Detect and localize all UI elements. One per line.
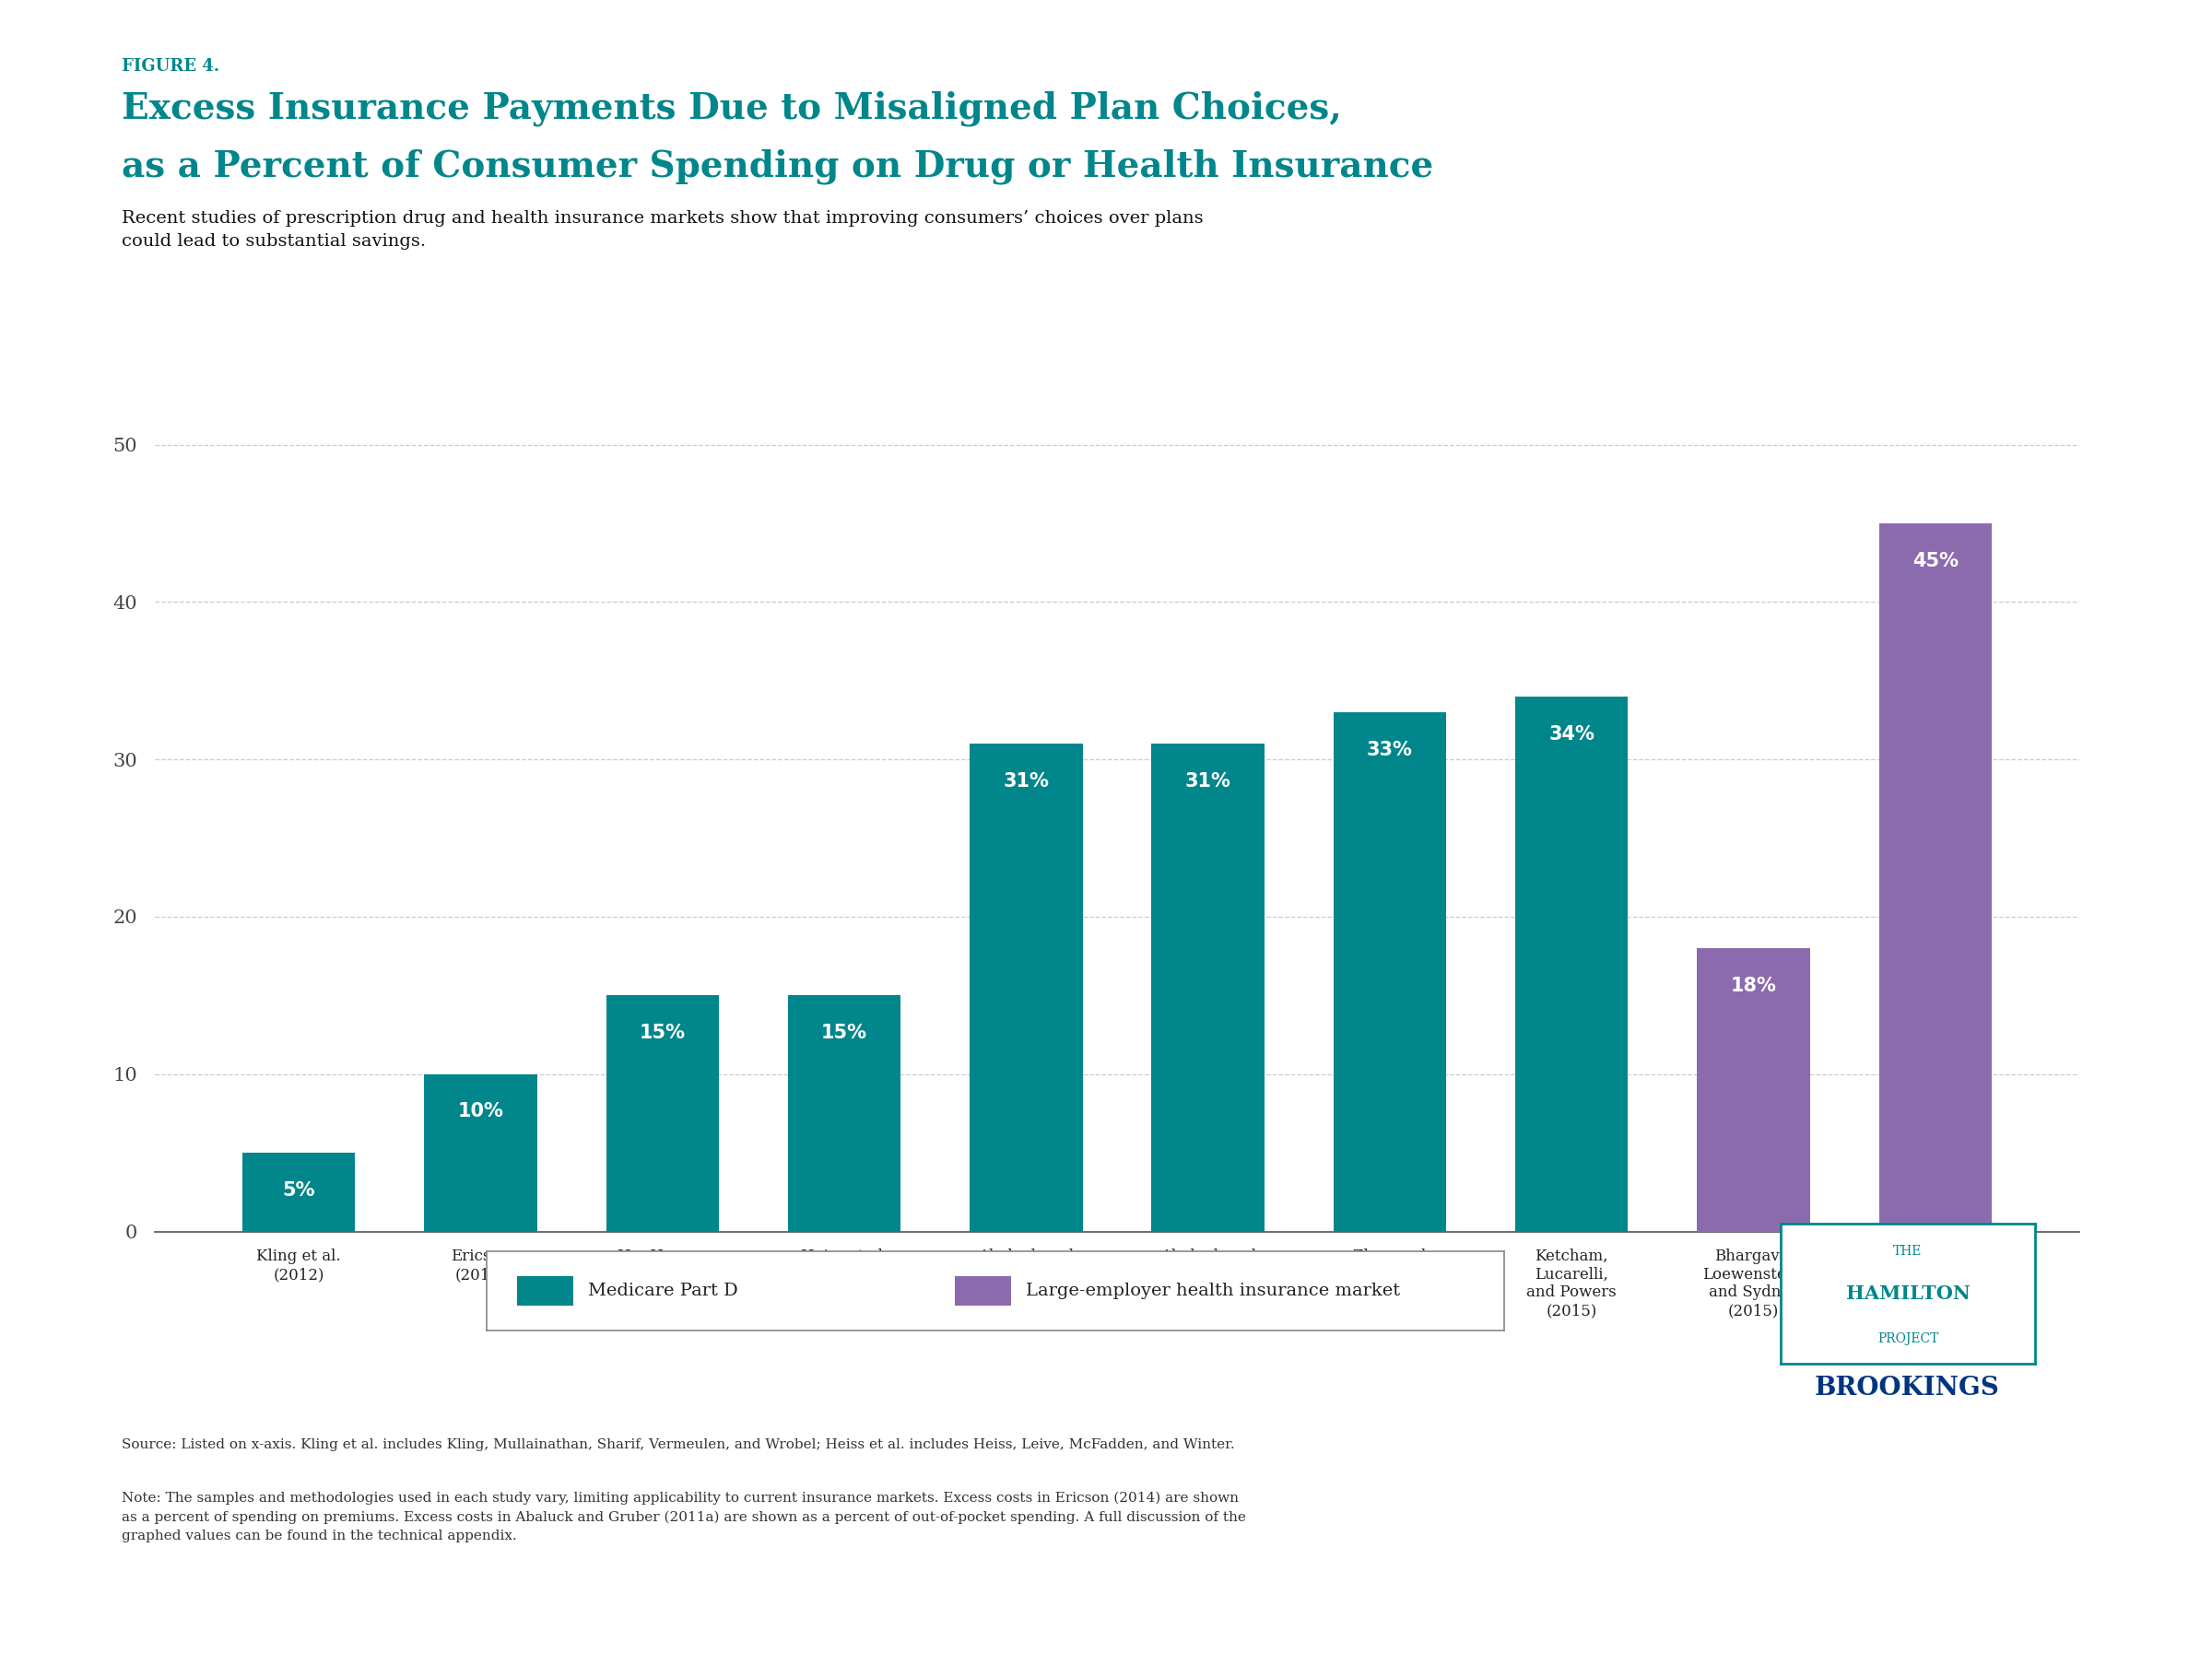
Text: 34%: 34% bbox=[1548, 724, 1595, 744]
Text: 31%: 31% bbox=[1004, 772, 1048, 790]
Text: Note: The samples and methodologies used in each study vary, limiting applicabil: Note: The samples and methodologies used… bbox=[122, 1491, 1245, 1542]
Text: 18%: 18% bbox=[1730, 977, 1776, 995]
Text: Recent studies of prescription drug and health insurance markets show that impro: Recent studies of prescription drug and … bbox=[122, 210, 1203, 250]
Text: 45%: 45% bbox=[1913, 552, 1958, 570]
Text: HAMILTON: HAMILTON bbox=[1845, 1284, 1971, 1303]
Text: 33%: 33% bbox=[1367, 741, 1413, 759]
Bar bbox=[606, 995, 719, 1231]
Text: BROOKINGS: BROOKINGS bbox=[1814, 1375, 2000, 1400]
Bar bbox=[1152, 744, 1265, 1231]
Bar bbox=[1334, 712, 1447, 1231]
Bar bbox=[518, 1276, 573, 1306]
Text: Source: Listed on x-axis. Kling et al. includes Kling, Mullainathan, Sharif, Ver: Source: Listed on x-axis. Kling et al. i… bbox=[122, 1438, 1234, 1451]
Text: THE: THE bbox=[1893, 1245, 1922, 1258]
Text: 31%: 31% bbox=[1186, 772, 1230, 790]
Bar bbox=[1515, 696, 1628, 1231]
Text: 10%: 10% bbox=[458, 1103, 504, 1121]
Text: Excess Insurance Payments Due to Misaligned Plan Choices,: Excess Insurance Payments Due to Misalig… bbox=[122, 91, 1343, 126]
Text: FIGURE 4.: FIGURE 4. bbox=[122, 58, 219, 74]
Bar bbox=[425, 1074, 538, 1231]
Text: 5%: 5% bbox=[283, 1182, 314, 1200]
Bar bbox=[1697, 949, 1809, 1231]
Text: PROJECT: PROJECT bbox=[1878, 1332, 1938, 1346]
Text: as a Percent of Consumer Spending on Drug or Health Insurance: as a Percent of Consumer Spending on Dru… bbox=[122, 149, 1433, 183]
Bar bbox=[1878, 524, 1991, 1231]
Text: Large-employer health insurance market: Large-employer health insurance market bbox=[1026, 1283, 1400, 1299]
Bar bbox=[969, 744, 1082, 1231]
Text: 15%: 15% bbox=[821, 1023, 867, 1041]
Bar bbox=[787, 995, 900, 1231]
Bar bbox=[956, 1276, 1011, 1306]
Text: 15%: 15% bbox=[639, 1023, 686, 1041]
Text: Medicare Part D: Medicare Part D bbox=[588, 1283, 739, 1299]
Bar bbox=[243, 1152, 356, 1231]
